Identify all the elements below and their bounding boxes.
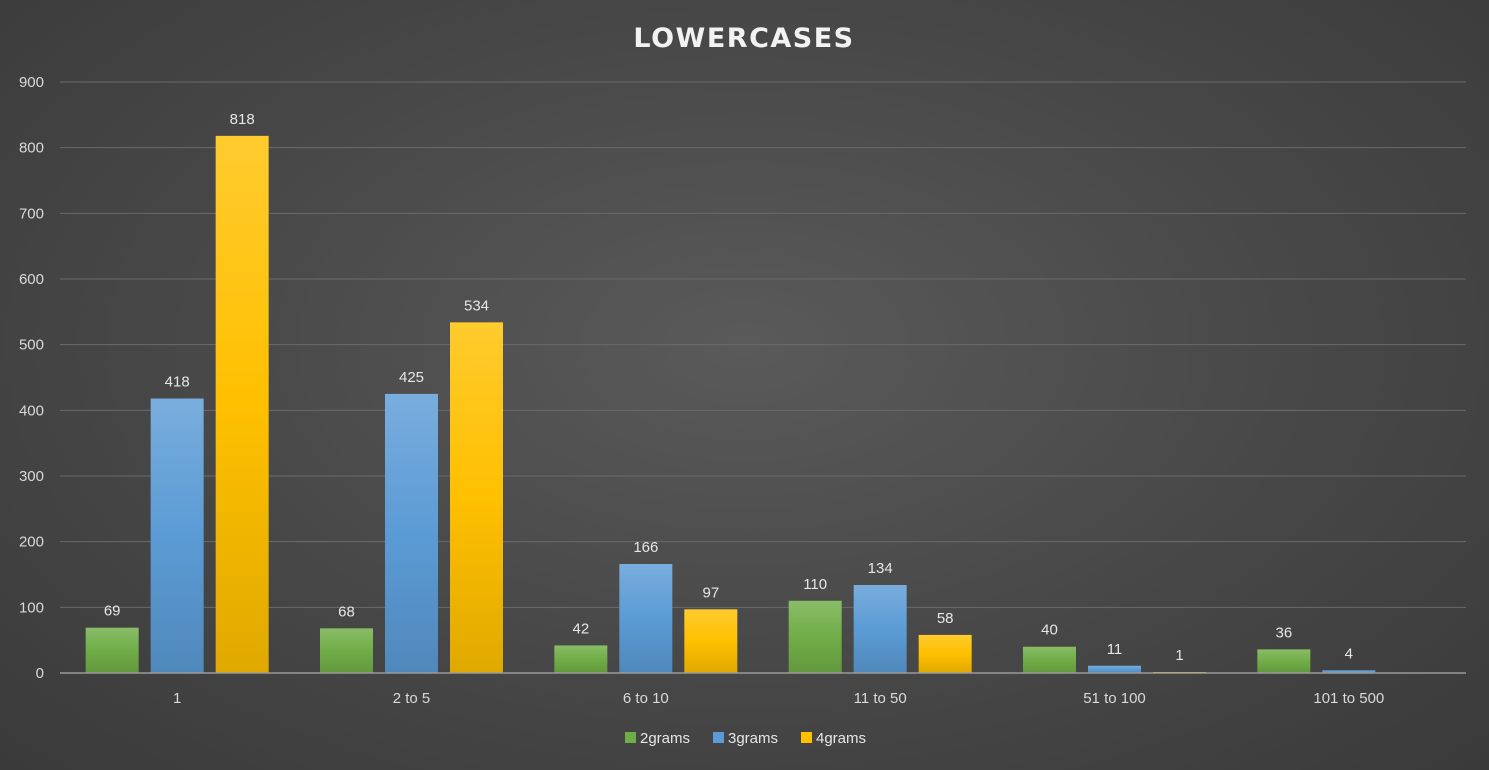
data-label-4grams-2: 97	[702, 584, 719, 601]
bar-2grams-0	[85, 627, 139, 673]
data-label-3grams-0: 418	[165, 374, 190, 391]
x-tick-label: 11 to 50	[854, 690, 907, 707]
data-label-4grams-3: 58	[937, 610, 954, 627]
x-tick-label: 1	[173, 690, 181, 707]
bar-2grams-5	[1257, 649, 1311, 673]
data-label-3grams-2: 166	[633, 539, 658, 556]
bar-2grams-2	[554, 645, 608, 673]
data-label-2grams-2: 42	[572, 620, 589, 637]
bars	[85, 135, 1376, 673]
bar-4grams-3	[918, 634, 972, 673]
bar-3grams-2	[619, 563, 673, 673]
bar-3grams-5	[1322, 670, 1376, 673]
data-label-3grams-5: 4	[1345, 645, 1353, 662]
data-label-2grams-3: 110	[803, 576, 827, 593]
legend-label-4grams: 4grams	[816, 730, 866, 747]
data-label-4grams-4: 1	[1175, 647, 1183, 664]
bar-2grams-1	[320, 628, 373, 673]
bar-3grams-0	[150, 398, 204, 673]
bar-3grams-3	[853, 585, 907, 673]
y-tick-label: 800	[19, 140, 44, 157]
data-label-2grams-1: 68	[338, 603, 355, 620]
bar-4grams-0	[215, 135, 269, 673]
data-label-2grams-0: 69	[104, 603, 121, 620]
y-tick-label: 900	[19, 74, 44, 91]
data-label-2grams-4: 40	[1041, 622, 1058, 639]
legend-swatch-2grams	[625, 732, 636, 743]
bar-4grams-2	[684, 609, 738, 673]
chart-title: LOWERCASES	[633, 23, 854, 54]
data-label-4grams-0: 818	[230, 111, 255, 128]
y-tick-label: 500	[19, 337, 44, 354]
legend-swatch-4grams	[801, 732, 812, 743]
data-label-3grams-4: 11	[1107, 641, 1123, 658]
data-label-3grams-1: 425	[399, 369, 424, 386]
y-tick-label: 0	[36, 665, 44, 682]
x-tick-label: 101 to 500	[1313, 690, 1384, 707]
data-label-2grams-5: 36	[1275, 624, 1292, 641]
gridlines	[60, 81, 1466, 608]
x-axis-ticks: 1 2 to 5 6 to 10 11 to 50 51 to 100 101 to 50…	[173, 690, 1384, 707]
x-tick-label: 6 to 10	[623, 690, 669, 707]
legend-swatch-3grams	[713, 732, 724, 743]
y-tick-label: 100	[19, 599, 44, 616]
data-label-3grams-3: 134	[868, 560, 893, 577]
legend: 2grams 3grams 4grams	[625, 730, 866, 747]
bar-4grams-1	[450, 322, 503, 673]
y-tick-label: 200	[19, 534, 44, 551]
bar-2grams-3	[788, 600, 842, 673]
x-tick-label: 2 to 5	[393, 690, 431, 707]
x-tick-label: 51 to 100	[1083, 690, 1146, 707]
y-tick-label: 400	[19, 402, 44, 419]
y-tick-label: 700	[19, 205, 44, 222]
y-tick-label: 600	[19, 271, 44, 288]
bar-3grams-4	[1088, 665, 1141, 673]
legend-label-2grams: 2grams	[640, 730, 690, 747]
bar-3grams-1	[385, 393, 438, 673]
y-axis-ticks: 0 100 200 300 400 500 600 700 800 900	[19, 74, 44, 682]
data-label-4grams-1: 534	[464, 297, 489, 314]
legend-label-3grams: 3grams	[728, 730, 778, 747]
bar-2grams-4	[1023, 646, 1076, 673]
y-tick-label: 300	[19, 468, 44, 485]
